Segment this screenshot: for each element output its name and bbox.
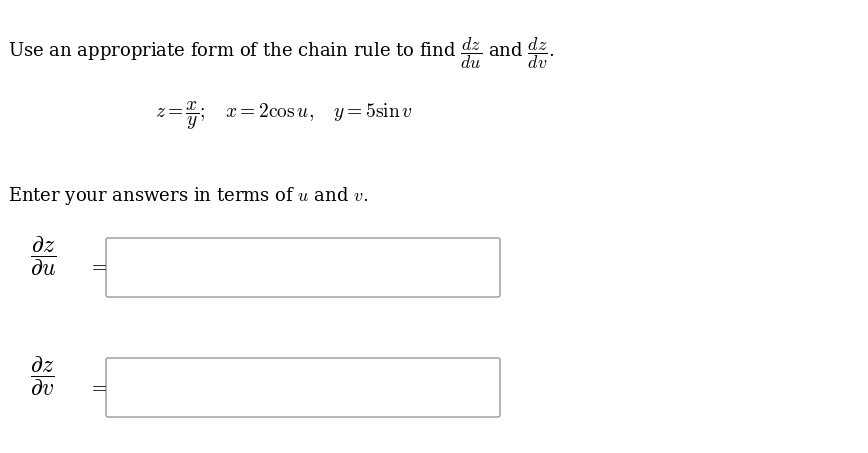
FancyBboxPatch shape <box>106 238 500 297</box>
Text: Use an appropriate form of the chain rule to find $\dfrac{dz}{du}$ and $\dfrac{d: Use an appropriate form of the chain rul… <box>8 35 554 71</box>
Text: $\dfrac{\partial z}{\partial v}$: $\dfrac{\partial z}{\partial v}$ <box>30 355 55 398</box>
Text: $=$: $=$ <box>88 378 108 396</box>
Text: $z = \dfrac{x}{y};\quad x = 2\cos u,\quad y = 5\sin v$: $z = \dfrac{x}{y};\quad x = 2\cos u,\qua… <box>155 100 413 132</box>
Text: $\dfrac{\partial z}{\partial u}$: $\dfrac{\partial z}{\partial u}$ <box>30 235 56 279</box>
FancyBboxPatch shape <box>106 358 500 417</box>
Text: $=$: $=$ <box>88 257 108 275</box>
Text: Enter your answers in terms of $u$ and $v$.: Enter your answers in terms of $u$ and $… <box>8 185 368 207</box>
